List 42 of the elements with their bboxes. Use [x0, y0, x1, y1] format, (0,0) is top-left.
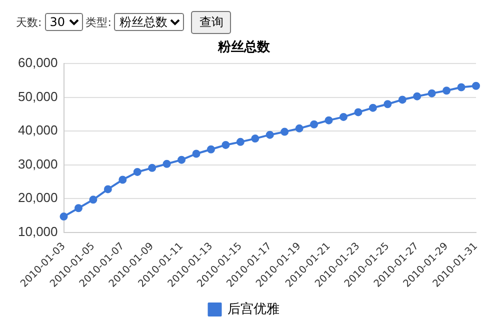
text: 天数:: [16, 14, 42, 30]
point: [206, 145, 215, 154]
point: [118, 176, 127, 184]
point: [251, 134, 260, 143]
point: [60, 212, 68, 221]
point: [428, 89, 436, 98]
point: [222, 140, 230, 149]
text: 类型:: [86, 14, 112, 30]
point: [413, 92, 422, 100]
point: [368, 104, 377, 112]
point: [236, 138, 244, 146]
point: [472, 82, 480, 90]
y-tick-label: 40,000: [18, 122, 58, 138]
point: [266, 130, 274, 139]
point: [104, 185, 112, 194]
chart-title: 粉丝总数: [217, 39, 271, 56]
text: 粉丝总数: [114, 13, 184, 31]
point: [178, 156, 186, 164]
point: [310, 120, 318, 128]
point: [354, 108, 362, 116]
point: [339, 112, 348, 121]
point: [133, 168, 142, 176]
point: [295, 124, 304, 132]
point: [148, 164, 156, 172]
point: [442, 86, 451, 95]
point: [457, 83, 466, 92]
point: [89, 196, 98, 204]
point: [280, 128, 289, 136]
point: [192, 150, 200, 158]
point: [74, 204, 82, 212]
y-tick-label: 50,000: [18, 88, 58, 104]
y-tick-label: 10,000: [18, 224, 58, 239]
y-tick-label: 30,000: [18, 156, 58, 172]
y-tick-label: 20,000: [18, 190, 58, 206]
point: [398, 96, 406, 104]
y-tick-label: 60,000: [18, 55, 58, 70]
point: [384, 100, 392, 108]
text: 30: [44, 13, 83, 31]
legend-label: 后宫优雅: [227, 300, 280, 317]
text: 查询: [191, 10, 232, 34]
point: [324, 116, 333, 124]
point: [162, 160, 171, 168]
